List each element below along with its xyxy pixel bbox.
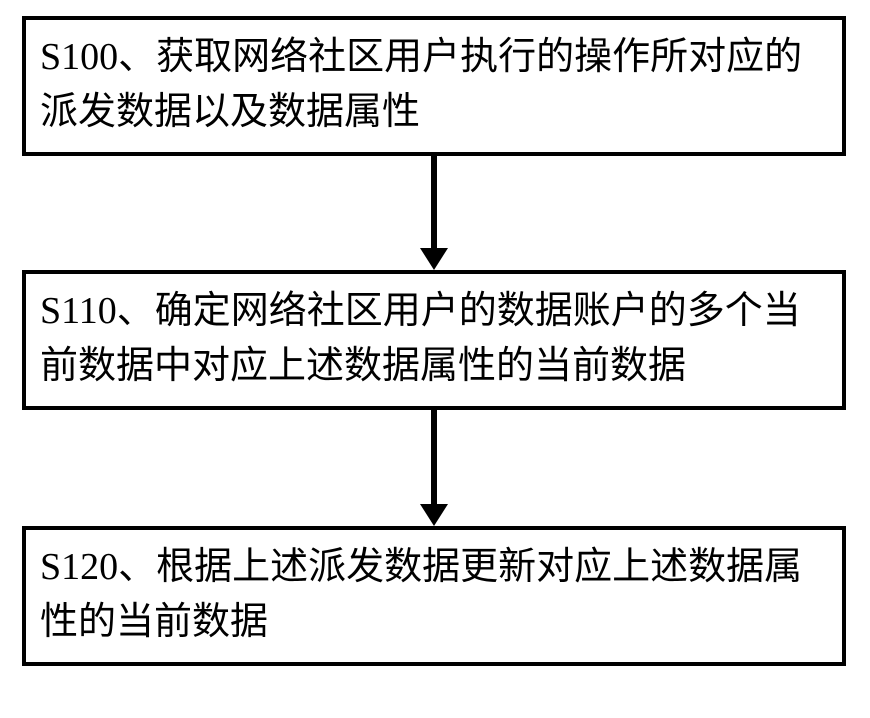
flowchart-node-s100: S100、获取网络社区用户执行的操作所对应的派发数据以及数据属性: [22, 16, 846, 156]
arrow-line: [431, 410, 437, 506]
arrow-head-icon: [420, 248, 448, 270]
flowchart-node-s110: S110、确定网络社区用户的数据账户的多个当前数据中对应上述数据属性的当前数据: [22, 270, 846, 410]
flowchart-arrow-0: [420, 156, 448, 270]
flowchart-canvas: S100、获取网络社区用户执行的操作所对应的派发数据以及数据属性 S110、确定…: [0, 0, 870, 718]
flowchart-arrow-1: [420, 410, 448, 526]
arrow-head-icon: [420, 504, 448, 526]
flowchart-node-s120: S120、根据上述派发数据更新对应上述数据属性的当前数据: [22, 526, 846, 666]
arrow-line: [431, 156, 437, 250]
